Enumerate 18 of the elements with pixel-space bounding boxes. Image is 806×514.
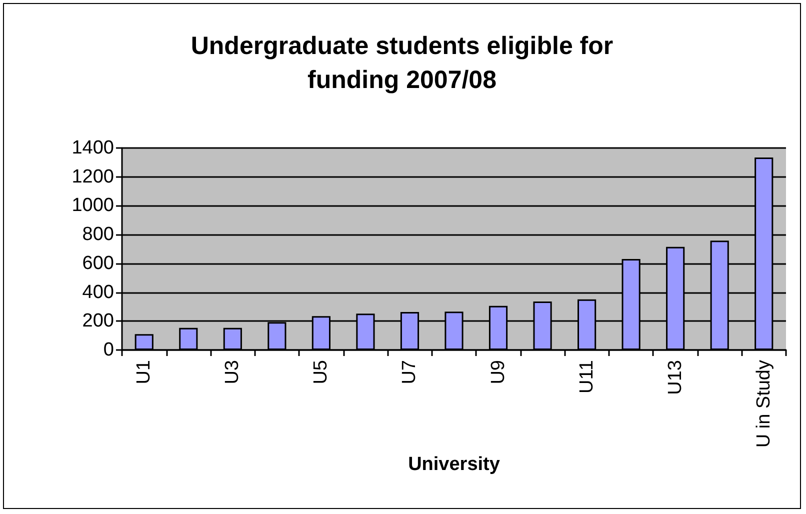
x-tick-label: U3: [222, 360, 244, 384]
y-tick-label: 1000: [72, 195, 114, 216]
x-axis-title: University: [408, 454, 500, 475]
x-tick-label: U7: [399, 360, 420, 384]
x-tick-label: U9: [488, 360, 509, 384]
y-tick-label: 600: [82, 252, 114, 274]
y-tick-label: 1400: [72, 138, 114, 158]
chart-title: Undergraduate students eligible for funding 2007/08: [190, 32, 614, 94]
y-tick-label: 1200: [72, 166, 114, 188]
x-tick-label: U1: [134, 360, 155, 384]
x-tick-label: U5: [310, 360, 332, 384]
y-tick-label: 400: [82, 282, 114, 303]
x-tick-label: U in Study: [753, 360, 774, 448]
x-tick-label: U11: [576, 360, 598, 394]
x-tick-label: U13: [664, 360, 686, 395]
y-tick-label: 200: [82, 310, 114, 332]
y-tick-label: 800: [82, 224, 114, 246]
y-tick-label: 0: [103, 340, 114, 360]
